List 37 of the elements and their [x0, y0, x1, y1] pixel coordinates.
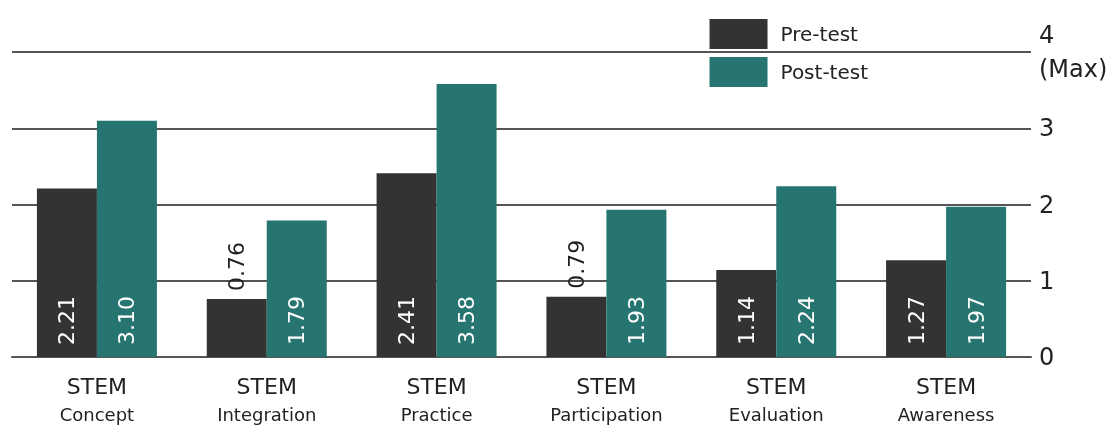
x-tick-label: STEM Practice	[400, 373, 473, 425]
x-tick-label: STEM Integration	[217, 373, 317, 425]
bar	[546, 296, 607, 357]
bar	[206, 299, 267, 357]
x-tick-label: STEM Awareness	[897, 373, 995, 425]
data-label: 1.27	[903, 296, 929, 345]
y-tick-label: 0	[1039, 343, 1055, 371]
bar	[716, 270, 777, 357]
data-label: 2.24	[793, 296, 819, 345]
data-label: 3.10	[114, 296, 140, 345]
data-label: 1.93	[623, 296, 649, 345]
y-tick-label: 1	[1039, 266, 1055, 295]
data-label: 2.21	[54, 296, 80, 345]
bar	[96, 120, 157, 357]
bar	[266, 220, 327, 357]
bar	[606, 209, 667, 357]
x-tick-label: STEM Participation	[550, 373, 663, 425]
bar	[36, 188, 97, 357]
y-tick-label: 4 (Max)	[1039, 21, 1108, 83]
x-tick-label: STEM Concept	[59, 373, 135, 425]
data-label: 1.14	[733, 296, 759, 345]
data-label: 3.58	[454, 296, 480, 345]
y-tick-label: 2	[1039, 190, 1055, 219]
bar	[776, 186, 837, 357]
bar	[886, 260, 947, 357]
bar	[436, 84, 497, 357]
bar	[946, 206, 1007, 357]
bar	[376, 173, 437, 357]
y-tick-label: 3	[1039, 114, 1055, 143]
data-label: 2.41	[394, 296, 420, 345]
legend-label: Pre-test	[780, 22, 859, 46]
data-label: 0.76	[224, 242, 250, 292]
data-label: 0.79	[563, 239, 589, 289]
data-label: 1.79	[284, 296, 310, 345]
legend-label: Post-test	[780, 60, 869, 84]
data-label: 1.97	[963, 296, 989, 345]
x-tick-label: STEM Evaluation	[728, 373, 824, 425]
